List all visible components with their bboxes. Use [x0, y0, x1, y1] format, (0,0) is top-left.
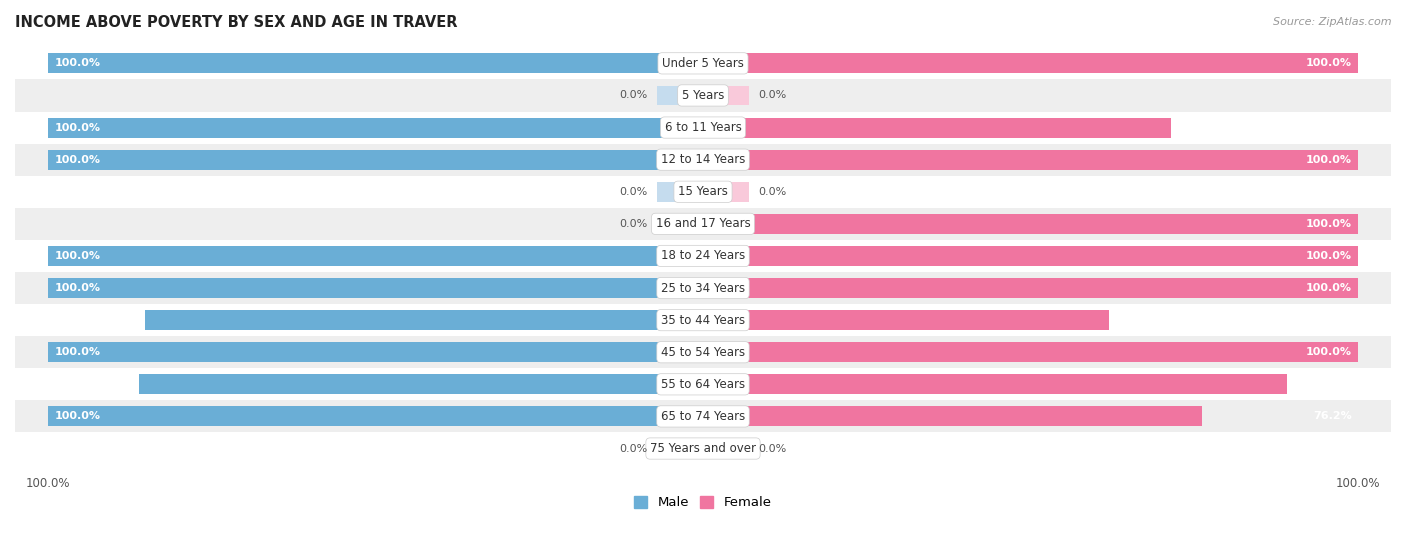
Text: 0.0%: 0.0%: [619, 443, 647, 453]
Bar: [0, 208, 1406, 240]
Text: 35 to 44 Years: 35 to 44 Years: [661, 314, 745, 326]
Text: 100.0%: 100.0%: [55, 251, 100, 261]
Text: 100.0%: 100.0%: [1306, 58, 1351, 68]
Text: 0.0%: 0.0%: [759, 443, 787, 453]
Text: 12 to 14 Years: 12 to 14 Years: [661, 153, 745, 166]
Text: 15 Years: 15 Years: [678, 185, 728, 198]
Bar: [0, 240, 1406, 272]
Text: 45 to 54 Years: 45 to 54 Years: [661, 345, 745, 359]
Bar: [657, 439, 703, 458]
Bar: [0, 111, 1406, 144]
Bar: [48, 406, 703, 427]
Text: 0.0%: 0.0%: [759, 187, 787, 197]
Text: 100.0%: 100.0%: [55, 347, 100, 357]
Bar: [703, 182, 749, 202]
Legend: Male, Female: Male, Female: [627, 489, 779, 516]
Text: INCOME ABOVE POVERTY BY SEX AND AGE IN TRAVER: INCOME ABOVE POVERTY BY SEX AND AGE IN T…: [15, 15, 457, 30]
Text: 25 to 34 Years: 25 to 34 Years: [661, 282, 745, 295]
Text: 0.0%: 0.0%: [619, 219, 647, 229]
Bar: [657, 182, 703, 202]
Bar: [48, 342, 703, 362]
Text: 100.0%: 100.0%: [1306, 347, 1351, 357]
Bar: [703, 246, 1358, 266]
Bar: [48, 54, 703, 73]
Text: 100.0%: 100.0%: [1306, 219, 1351, 229]
Bar: [0, 272, 1406, 304]
Bar: [0, 304, 1406, 336]
Text: 75 Years and over: 75 Years and over: [650, 442, 756, 455]
Text: 100.0%: 100.0%: [1306, 251, 1351, 261]
Text: 65 to 74 Years: 65 to 74 Years: [661, 410, 745, 423]
Text: 85.2%: 85.2%: [55, 315, 93, 325]
Text: 61.9%: 61.9%: [1313, 315, 1351, 325]
Bar: [657, 86, 703, 106]
Bar: [145, 310, 703, 330]
Bar: [0, 79, 1406, 111]
Text: 100.0%: 100.0%: [55, 58, 100, 68]
Bar: [703, 54, 1358, 73]
Bar: [48, 278, 703, 298]
Bar: [48, 246, 703, 266]
Text: 100.0%: 100.0%: [1306, 283, 1351, 293]
Text: 18 to 24 Years: 18 to 24 Years: [661, 249, 745, 262]
Bar: [0, 368, 1406, 400]
Bar: [48, 117, 703, 138]
Bar: [139, 375, 703, 394]
Text: 5 Years: 5 Years: [682, 89, 724, 102]
Bar: [0, 433, 1406, 465]
Bar: [48, 150, 703, 169]
Bar: [703, 406, 1202, 427]
Text: 0.0%: 0.0%: [759, 91, 787, 101]
Bar: [0, 176, 1406, 208]
Bar: [0, 336, 1406, 368]
Text: 0.0%: 0.0%: [619, 91, 647, 101]
Text: Under 5 Years: Under 5 Years: [662, 57, 744, 70]
Bar: [657, 214, 703, 234]
Bar: [703, 86, 749, 106]
Text: 100.0%: 100.0%: [1306, 155, 1351, 165]
Bar: [703, 375, 1286, 394]
Bar: [703, 278, 1358, 298]
Bar: [0, 400, 1406, 433]
Text: 16 and 17 Years: 16 and 17 Years: [655, 217, 751, 230]
Bar: [703, 150, 1358, 169]
Text: 86.1%: 86.1%: [55, 380, 93, 389]
Bar: [703, 342, 1358, 362]
Text: 100.0%: 100.0%: [55, 411, 100, 421]
Bar: [703, 117, 1171, 138]
Bar: [0, 144, 1406, 176]
Text: 0.0%: 0.0%: [619, 187, 647, 197]
Text: 76.2%: 76.2%: [1313, 411, 1351, 421]
Text: 55 to 64 Years: 55 to 64 Years: [661, 378, 745, 391]
Text: 89.1%: 89.1%: [1313, 380, 1351, 389]
Bar: [0, 48, 1406, 79]
Bar: [703, 439, 749, 458]
Text: 100.0%: 100.0%: [55, 122, 100, 132]
Bar: [703, 310, 1108, 330]
Bar: [703, 214, 1358, 234]
Text: 6 to 11 Years: 6 to 11 Years: [665, 121, 741, 134]
Text: 100.0%: 100.0%: [55, 283, 100, 293]
Text: 100.0%: 100.0%: [55, 155, 100, 165]
Text: Source: ZipAtlas.com: Source: ZipAtlas.com: [1274, 17, 1392, 27]
Text: 71.4%: 71.4%: [1313, 122, 1351, 132]
